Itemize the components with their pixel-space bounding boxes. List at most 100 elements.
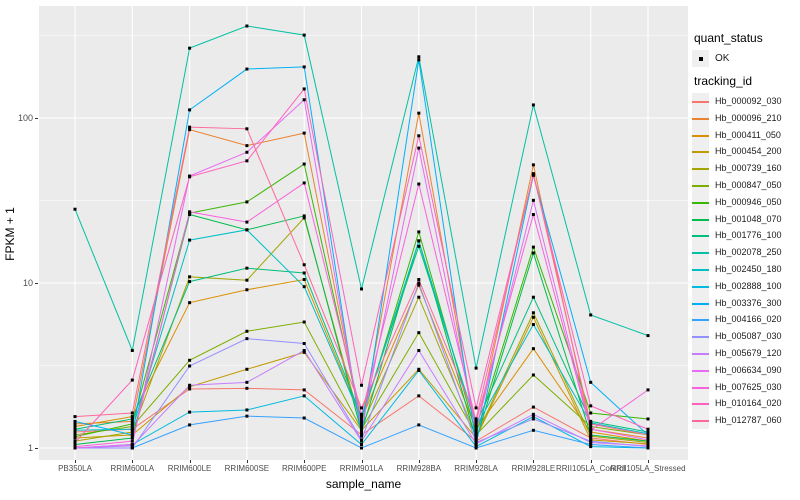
- data-point: [302, 216, 306, 220]
- data-point: [302, 350, 306, 354]
- legend-key: [692, 412, 709, 430]
- legend-line-icon: [692, 420, 709, 423]
- data-point: [130, 415, 134, 419]
- data-point: [360, 434, 363, 438]
- data-point: [589, 411, 593, 415]
- data-point: [245, 414, 249, 418]
- y-tick-mark: [35, 448, 38, 449]
- legend-label: Hb_003376_300: [715, 297, 782, 308]
- data-point: [188, 128, 192, 132]
- legend-key: [692, 143, 709, 161]
- data-point: [417, 394, 421, 398]
- legend-key: [692, 328, 709, 346]
- quant-status-legend-title: quant_status: [694, 31, 763, 45]
- data-point: [360, 422, 363, 426]
- data-point: [589, 422, 593, 426]
- x-tick-mark: [246, 460, 248, 463]
- legend-key: [692, 395, 709, 413]
- data-point: [245, 408, 249, 412]
- legend-key: [692, 345, 709, 362]
- data-point: [245, 228, 249, 232]
- data-point: [188, 238, 192, 242]
- y-tick-mark: [35, 118, 38, 119]
- data-point: [302, 263, 306, 267]
- x-tick-label: RRIM901LA: [339, 464, 384, 473]
- data-point: [417, 348, 421, 352]
- data-point: [531, 198, 535, 202]
- data-point: [531, 323, 535, 327]
- data-point: [417, 283, 421, 287]
- data-point: [531, 311, 535, 315]
- legend-line-icon: [692, 285, 709, 288]
- data-point: [360, 419, 363, 423]
- data-point: [531, 415, 535, 419]
- data-point: [646, 388, 650, 392]
- legend-line-icon: [692, 336, 709, 339]
- legend-key: [692, 227, 709, 245]
- data-point: [130, 436, 134, 440]
- data-point: [188, 213, 192, 217]
- legend-key: [692, 277, 709, 295]
- data-point: [531, 412, 535, 416]
- legend-key: [692, 109, 709, 127]
- legend-label: Hb_000454_200: [715, 146, 782, 157]
- x-tick-mark: [75, 460, 76, 463]
- data-point: [360, 443, 363, 447]
- data-point: [130, 439, 134, 443]
- tracking-id-legend-title: tracking_id: [694, 74, 753, 88]
- data-point: [130, 348, 134, 352]
- data-point: [245, 150, 249, 154]
- legend-key: [692, 361, 709, 379]
- data-point: [360, 427, 363, 431]
- data-point: [188, 423, 192, 427]
- x-tick-label: RRIM600LA: [110, 464, 155, 473]
- data-point: [245, 200, 249, 204]
- legend-line-icon: [692, 134, 709, 137]
- data-point: [188, 387, 192, 391]
- y-tick-label: 10: [22, 277, 33, 288]
- data-point: [130, 443, 134, 447]
- legend-label: Hb_000411_050: [715, 129, 781, 140]
- data-point: [302, 285, 306, 289]
- data-point: [245, 266, 249, 270]
- data-point: [474, 436, 478, 440]
- legend-line-icon: [692, 101, 709, 103]
- data-point: [73, 433, 77, 437]
- data-point: [73, 430, 77, 434]
- x-tick-label: RRIM928LE: [511, 464, 556, 473]
- data-point: [73, 440, 77, 444]
- data-point: [73, 435, 77, 439]
- data-point: [360, 383, 363, 387]
- data-point: [474, 442, 478, 446]
- x-tick-mark: [418, 460, 420, 463]
- data-point: [589, 445, 593, 449]
- legend-line-icon: [692, 386, 709, 389]
- data-point: [302, 131, 306, 135]
- legend-key: [692, 294, 709, 312]
- data-point: [474, 424, 478, 428]
- data-point: [188, 125, 192, 129]
- data-point: [531, 173, 535, 177]
- legend-label: Hb_000847_050: [715, 180, 782, 190]
- legend-line-icon: [692, 151, 709, 154]
- x-tick-label: RRIM600SE: [224, 464, 270, 473]
- quant-status-key: [692, 50, 709, 67]
- legend-label: Hb_007625_030: [715, 381, 782, 392]
- data-point: [130, 430, 134, 434]
- data-point: [245, 127, 249, 131]
- x-tick-label: RRIM928LA: [454, 464, 498, 473]
- data-point: [589, 313, 593, 317]
- x-tick-label: RRIM928BA: [396, 464, 442, 473]
- quant-status-value: OK: [715, 53, 730, 64]
- legend-label: Hb_000092_030: [715, 96, 782, 106]
- legend-line-icon: [692, 235, 709, 238]
- data-point: [474, 446, 478, 450]
- data-point: [188, 210, 192, 214]
- x-tick-mark: [476, 460, 478, 463]
- data-point: [188, 46, 192, 50]
- data-point: [73, 419, 77, 423]
- data-point: [417, 146, 421, 150]
- data-point: [130, 427, 134, 431]
- data-point: [302, 341, 306, 345]
